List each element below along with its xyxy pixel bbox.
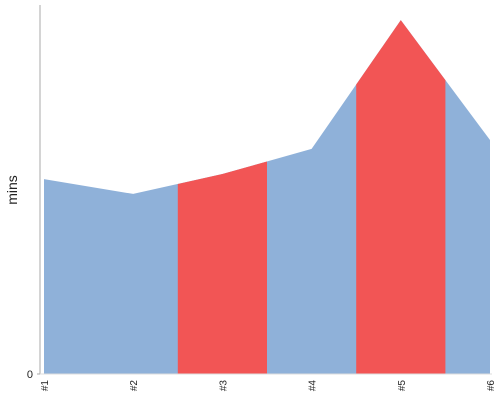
- x-tick-label: #3: [218, 380, 229, 392]
- highlight-band: [177, 161, 267, 374]
- highlight-band: [356, 20, 446, 375]
- x-tick-label: #1: [40, 380, 51, 392]
- x-tick-label: #4: [308, 380, 319, 392]
- y-tick-label: 0: [27, 369, 33, 381]
- x-tick-label: #6: [486, 380, 497, 392]
- x-tick-label: #5: [397, 380, 408, 392]
- x-tick-label: #2: [129, 380, 140, 392]
- y-axis-label: mins: [4, 175, 20, 205]
